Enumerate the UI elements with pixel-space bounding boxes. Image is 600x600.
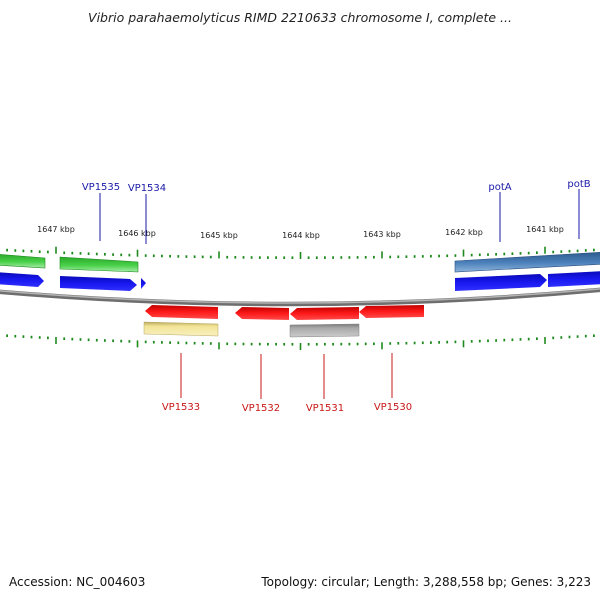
gene-label-vp1530[interactable]: VP1530 — [374, 402, 412, 413]
tick-label-1645: 1645 kbp — [200, 231, 238, 240]
cds-arrow-vp1533[interactable] — [145, 305, 218, 319]
tick-row-bottom — [6, 334, 595, 350]
tick-label-1647: 1647 kbp — [37, 225, 75, 234]
feature-ring-reverse — [143, 321, 360, 338]
tick-label-1646: 1646 kbp — [118, 229, 156, 238]
tick-label-1642: 1642 kbp — [445, 228, 483, 237]
gene-label-vp1535[interactable]: VP1535 — [82, 182, 120, 193]
gene-labels: VP1535 VP1534 potA potB VP1533 VP1532 VP… — [82, 179, 591, 414]
cds-arrow-potb[interactable] — [548, 271, 600, 287]
accession-text: Accession: NC_004603 — [9, 575, 146, 589]
tick-labels: 1647 kbp 1646 kbp 1645 kbp 1644 kbp 1643… — [37, 225, 564, 240]
tick-label-1643: 1643 kbp — [363, 230, 401, 239]
gene-block-gray-vp1531[interactable] — [289, 323, 360, 338]
tick-label-1644: 1644 kbp — [282, 231, 320, 240]
backbone — [0, 287, 600, 307]
cds-arrow-vp1531[interactable] — [290, 307, 359, 320]
gene-block-steel-pot[interactable] — [454, 251, 600, 273]
cds-arrow-vp1532[interactable] — [235, 307, 289, 320]
feature-ring-forward — [0, 251, 600, 273]
map-title: Vibrio parahaemolyticus RIMD 2210633 chr… — [88, 10, 512, 25]
gene-label-vp1534[interactable]: VP1534 — [128, 183, 166, 194]
cds-arrow-vp1534[interactable] — [141, 278, 146, 289]
leader-lines — [99, 189, 580, 399]
gene-label-potb[interactable]: potB — [567, 179, 590, 190]
cds-arrow-vp1535[interactable] — [60, 276, 137, 291]
cds-arrow-vp1530[interactable] — [359, 305, 424, 318]
gene-block-green-vp1535[interactable] — [59, 256, 139, 273]
gene-block-yellow-vp1533[interactable] — [143, 321, 219, 337]
gene-label-vp1533[interactable]: VP1533 — [162, 402, 200, 413]
cds-ring-forward — [0, 271, 600, 291]
gene-label-pota[interactable]: potA — [488, 182, 511, 193]
gene-label-vp1531[interactable]: VP1531 — [306, 403, 344, 414]
cds-ring-reverse — [145, 305, 424, 320]
gene-label-vp1532[interactable]: VP1532 — [242, 403, 280, 414]
cds-arrow-left[interactable] — [0, 272, 44, 287]
cds-arrow-pota[interactable] — [455, 274, 547, 291]
tick-row-top — [6, 246, 595, 259]
topology-summary: Topology: circular; Length: 3,288,558 bp… — [261, 575, 591, 589]
tick-label-1641: 1641 kbp — [526, 225, 564, 234]
gene-block-green-left[interactable] — [0, 254, 46, 269]
